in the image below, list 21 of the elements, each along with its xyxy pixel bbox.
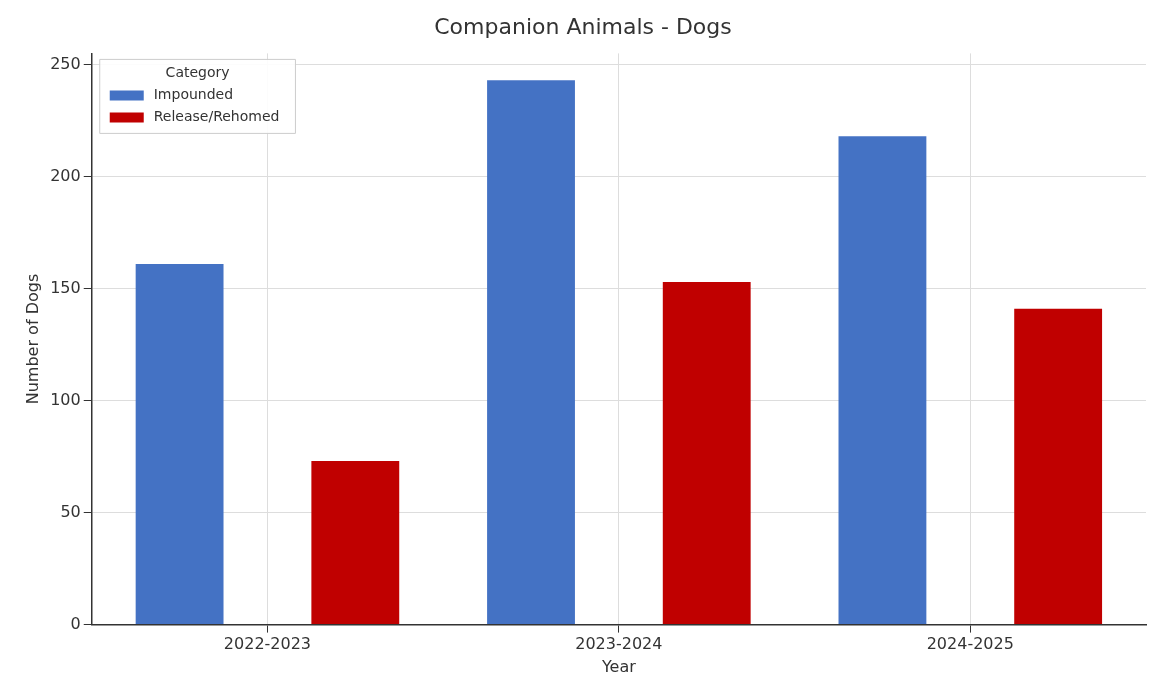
y-tick-label: 150 <box>50 277 81 297</box>
bar <box>838 136 927 625</box>
y-tick-label: 50 <box>60 501 81 521</box>
y-tick-label: 250 <box>50 53 81 73</box>
bar <box>1014 308 1103 625</box>
legend-title: Category <box>165 64 230 81</box>
y-tick-label: 0 <box>70 613 81 633</box>
x-axis-title: Year <box>600 656 637 676</box>
bar <box>662 281 751 625</box>
y-tick-label: 100 <box>50 389 81 409</box>
legend-label: Impounded <box>153 86 234 103</box>
x-tick-label: 2024-2025 <box>926 634 1014 654</box>
x-tick-label: 2023-2024 <box>575 634 663 654</box>
bar <box>487 80 575 625</box>
x-tick-label: 2022-2023 <box>223 634 312 654</box>
chart-title: Companion Animals - Dogs <box>434 13 732 39</box>
bar <box>135 263 224 625</box>
legend-label: Release/Rehomed <box>153 108 280 125</box>
y-axis-title: Number of Dogs <box>22 273 42 405</box>
bar <box>311 461 400 625</box>
y-tick-label: 200 <box>50 165 81 185</box>
